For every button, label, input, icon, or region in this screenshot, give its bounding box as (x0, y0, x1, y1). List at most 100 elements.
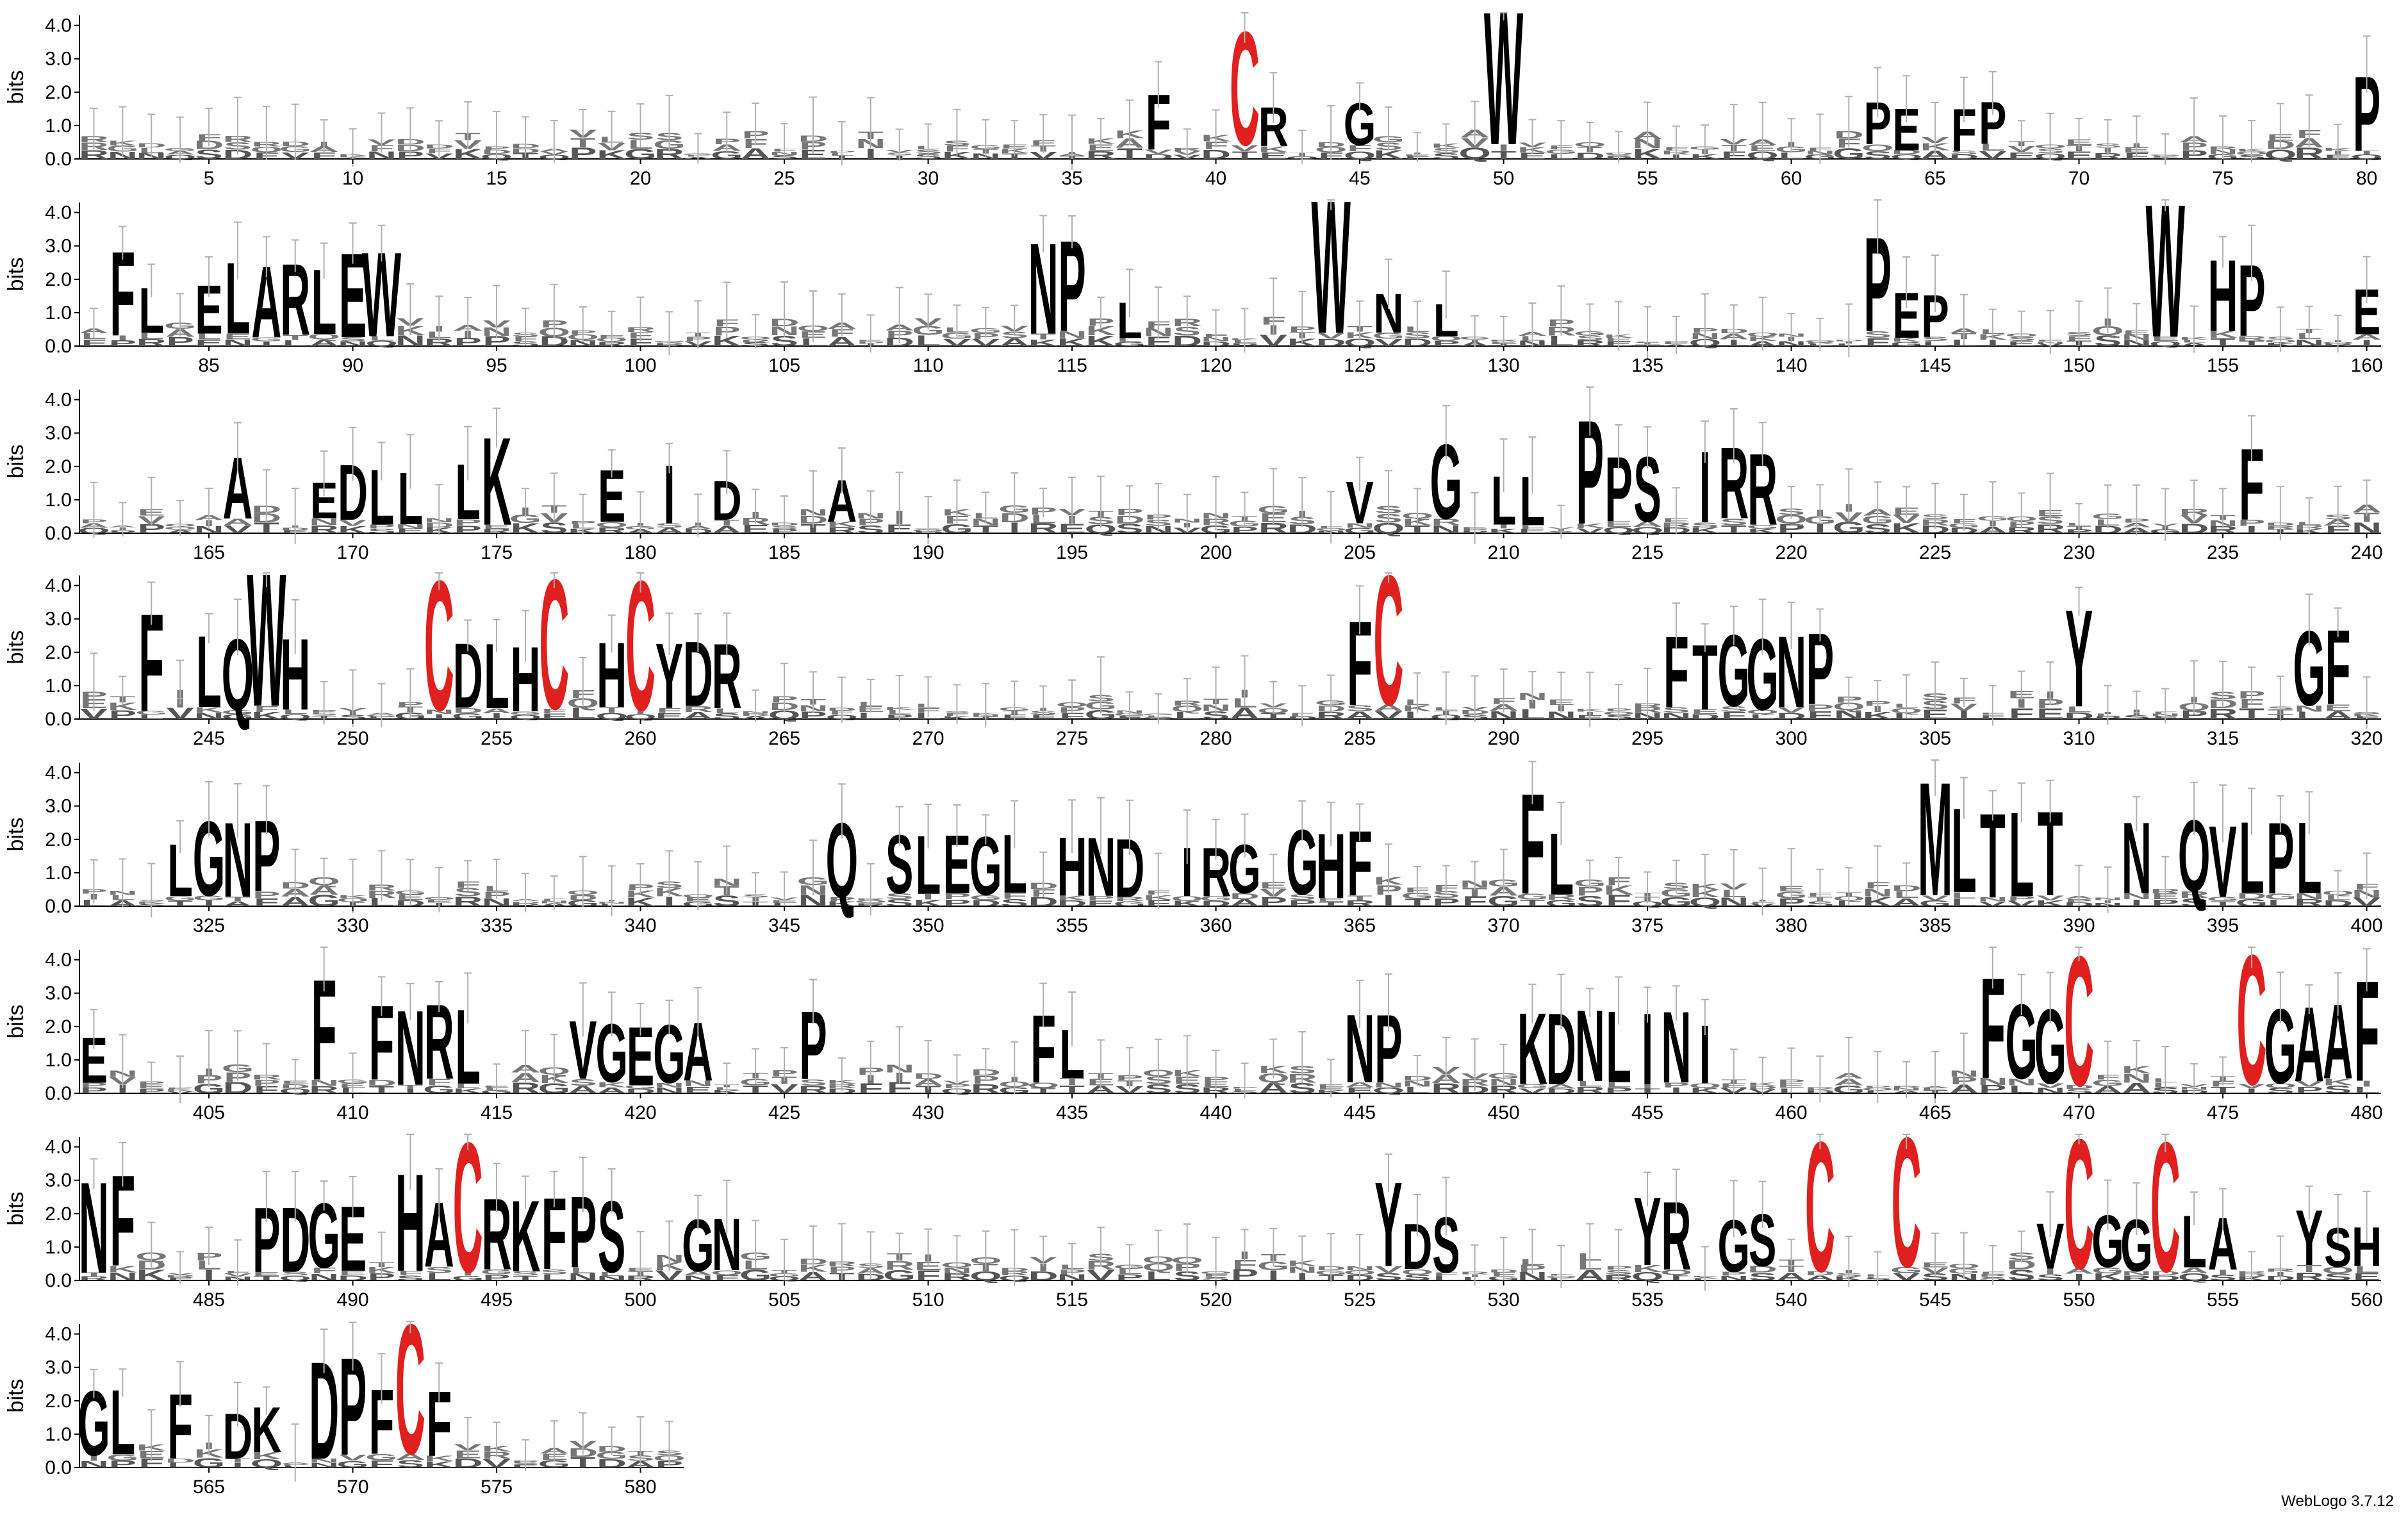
logo-letter-minor: G (1114, 341, 1146, 347)
logo-letter-minor: Q (308, 333, 340, 342)
logo-letter-minor: N (194, 524, 224, 535)
y-tick-label: 4.0 (45, 1324, 72, 1345)
y-tick-label: 2.0 (45, 642, 72, 663)
logo-letter-minor: K (338, 524, 368, 536)
logo-letter-minor: A (222, 517, 252, 527)
x-tick-label: 280 (1200, 728, 1232, 749)
logo-letter-minor: K (1057, 336, 1087, 349)
logo-letter-minor: G (1085, 707, 1117, 722)
logo-letter-minor: F (1865, 336, 1890, 349)
logo-letter-minor: A (683, 710, 713, 721)
logo-letter-minor: Q (624, 713, 657, 720)
x-tick-label: 320 (2351, 728, 2383, 749)
logo-letter-minor: I (865, 145, 877, 162)
x-tick-label: 545 (1919, 1289, 1951, 1311)
y-tick-label: 0.0 (45, 709, 72, 730)
logo-letter-minor: G (1746, 524, 1779, 530)
x-tick-label: 525 (1344, 1289, 1376, 1311)
logo-letter-minor: E (397, 527, 424, 534)
logo-letter-minor: E (224, 332, 251, 341)
logo-letter-minor: G (509, 710, 542, 716)
logo-letter-minor: V (1231, 143, 1259, 153)
logo-letter-minor: Q (1085, 522, 1117, 536)
logo-letter-minor: A (309, 338, 339, 348)
logo-letter-minor: L (1175, 710, 1200, 722)
logo-letter-minor: P (454, 524, 481, 536)
logo-letter-minor: K (1690, 153, 1720, 160)
logo-letter-minor: V (1576, 527, 1604, 535)
logo-letter-minor: G (1373, 331, 1405, 340)
logo-letter-minor: K (1028, 338, 1059, 348)
logo-letter-minor: Q (2350, 153, 2383, 160)
x-tick-label: 260 (625, 728, 657, 749)
logo-letter-minor: K (1690, 526, 1720, 535)
logo-letter-minor: T (1030, 332, 1056, 341)
logo-letter-minor: A (712, 524, 742, 536)
logo-letter-minor: F (81, 338, 107, 349)
logo-letter-minor: Q (2149, 340, 2182, 347)
logo-letter-minor: V (1317, 331, 1344, 341)
x-tick-label: 190 (912, 542, 944, 563)
logo-letter-minor: N (395, 333, 425, 349)
logo-letter-minor: R (827, 525, 857, 534)
y-tick-label: 3.0 (45, 423, 72, 444)
logo-letter-minor: Q (1344, 336, 1376, 349)
x-tick-label: 210 (1488, 542, 1520, 563)
y-tick-label: 2.0 (45, 1391, 72, 1412)
logo-letter-minor: Q (365, 340, 398, 348)
y-tick-label: 1.0 (45, 863, 72, 884)
logo-letter-minor: L (196, 332, 222, 341)
logo-letter-minor: G (912, 323, 944, 338)
logo-letter-minor: Q (595, 711, 628, 721)
x-tick-label: 135 (1631, 355, 1663, 376)
x-tick-label: 465 (1919, 1102, 1951, 1123)
y-tick-label: 1.0 (45, 675, 72, 697)
logo-letter-minor: E (2152, 336, 2179, 343)
logo-letter-minor: F (628, 336, 654, 348)
logo-letter-minor: Q (768, 708, 801, 722)
logo-letter-minor: L (283, 709, 308, 716)
y-tick-label: 2.0 (45, 1204, 72, 1225)
logo-letter-minor: R (79, 148, 109, 162)
x-tick-label: 480 (2351, 1102, 2383, 1123)
logo-letter-minor: L (800, 336, 826, 349)
x-tick-label: 550 (2063, 1289, 2095, 1311)
logo-letter-minor: D (1201, 147, 1231, 162)
x-tick-label: 580 (625, 1477, 657, 1498)
logo-letter-minor: D (1575, 151, 1605, 161)
logo-letter-minor: T (1721, 524, 1747, 536)
logo-letter-minor: A (2352, 333, 2382, 342)
x-tick-label: 490 (337, 1289, 369, 1311)
x-tick-label: 115 (1057, 355, 1087, 376)
y-tick-label: 2.0 (45, 456, 72, 477)
y-tick-label: 1.0 (45, 1424, 72, 1445)
logo-letter-minor: V (1029, 150, 1057, 161)
logo-letter-minor: T (2239, 339, 2264, 347)
x-tick-label: 155 (2207, 355, 2239, 376)
logo-letter-minor: K (1892, 337, 1922, 343)
logo-letter-minor: N (1345, 522, 1375, 529)
logo-letter-minor: I (1498, 524, 1510, 530)
logo-letter-minor: K (108, 700, 138, 713)
logo-letter-C: C (2064, 1101, 2094, 1308)
y-axis-label: bits (4, 1005, 28, 1039)
logo-letter-minor: D (1143, 153, 1173, 161)
logo-letter-minor: G (1344, 527, 1376, 535)
x-tick-label: 425 (768, 1102, 800, 1123)
logo-letter-minor: D (1114, 513, 1144, 526)
logo-row-1: 0.01.02.03.04.0bitsRRRNGKNLDQAGSDF5DSRFQ… (4, 0, 2383, 189)
x-tick-label: 395 (2207, 915, 2239, 936)
logo-letter-minor: T (2210, 336, 2236, 349)
logo-letter-minor: Q (2264, 147, 2297, 162)
y-axis-label: bits (4, 445, 28, 479)
logo-letter-minor: K (2208, 329, 2238, 340)
logo-letter-minor: L (1922, 340, 1948, 347)
logo-letter-minor: V (1144, 148, 1172, 155)
y-tick-label: 0.0 (45, 1270, 72, 1291)
logo-letter-minor: N (222, 338, 252, 348)
x-tick-label: 50 (1493, 168, 1514, 189)
x-tick-label: 515 (1056, 1289, 1088, 1311)
x-tick-label: 195 (1056, 542, 1088, 563)
y-tick-label: 1.0 (45, 1237, 72, 1258)
logo-letter-minor: K (1747, 527, 1778, 534)
